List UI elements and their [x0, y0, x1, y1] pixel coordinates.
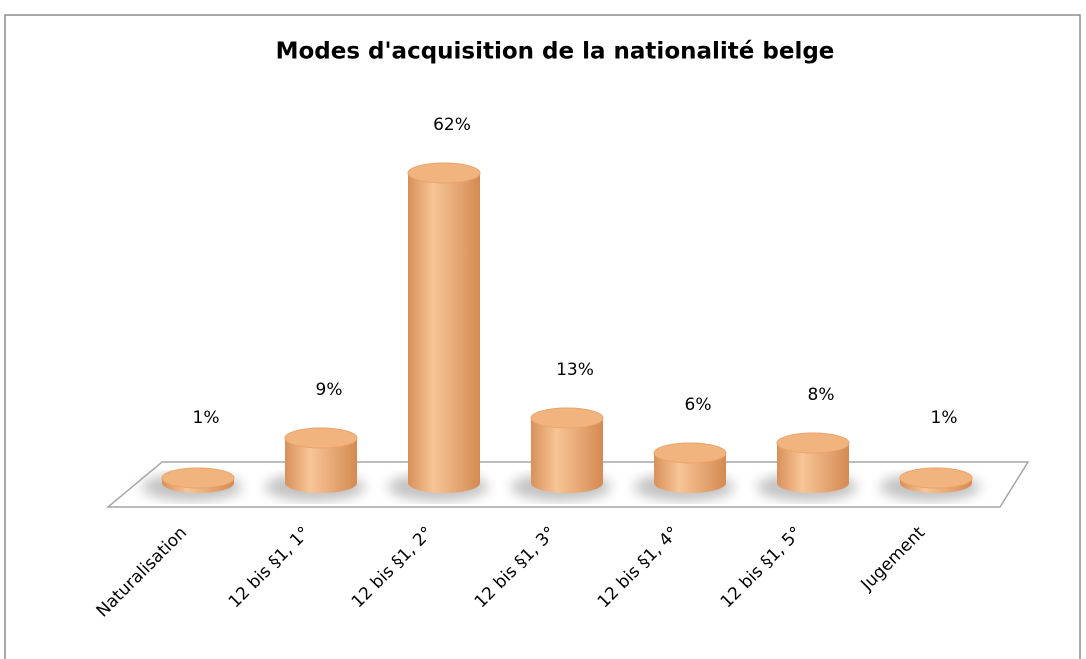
chart-frame: [4, 14, 1081, 659]
chart-title: Modes d'acquisition de la nationalité be…: [276, 39, 835, 65]
bar-top: [653, 442, 727, 464]
value-label: 9%: [316, 380, 343, 400]
value-label: 62%: [433, 115, 471, 135]
value-label: 1%: [931, 408, 958, 428]
bar: [654, 453, 726, 493]
value-label: 13%: [556, 360, 594, 380]
bar-top: [899, 467, 973, 489]
bar: [408, 173, 480, 493]
bar-top: [776, 432, 850, 454]
bar: [777, 443, 849, 493]
value-label: 1%: [193, 408, 220, 428]
bar-top: [407, 162, 481, 184]
bar: [285, 438, 357, 493]
bar-top: [161, 467, 235, 489]
bar-top: [530, 407, 604, 429]
value-label: 8%: [808, 385, 835, 405]
bar-top: [284, 427, 358, 449]
value-label: 6%: [685, 395, 712, 415]
bar: [531, 418, 603, 493]
